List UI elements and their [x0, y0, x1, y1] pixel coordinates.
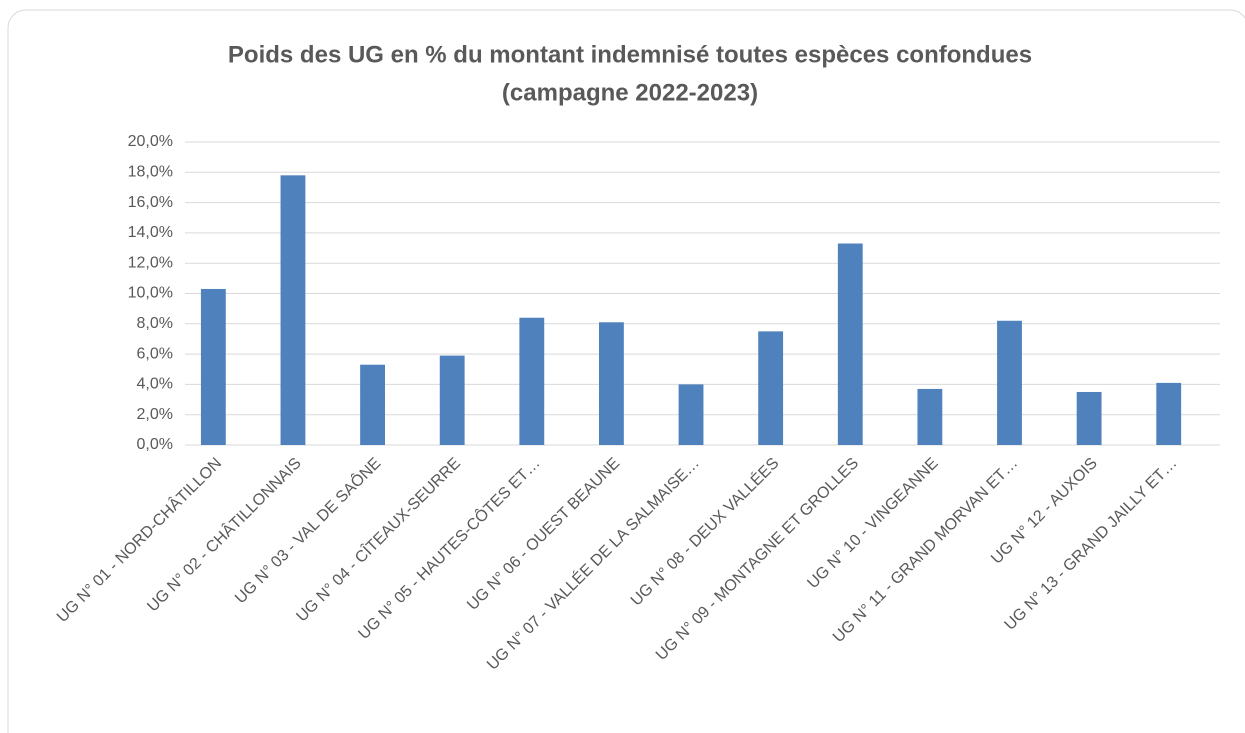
bar: [837, 243, 863, 445]
y-tick-label: 18,0%: [128, 164, 173, 181]
y-tick-label: 2,0%: [137, 406, 173, 423]
bar: [280, 175, 306, 445]
y-tick-label: 14,0%: [128, 224, 173, 241]
bar: [439, 355, 465, 445]
chart-title: (campagne 2022-2023): [502, 79, 758, 106]
y-tick-label: 12,0%: [128, 254, 173, 271]
bar: [997, 320, 1022, 445]
bar: [678, 384, 704, 445]
bar: [1156, 382, 1182, 445]
chart-frame: [7, 9, 1245, 733]
y-tick-label: 16,0%: [128, 194, 173, 211]
y-tick-label: 10,0%: [128, 285, 173, 302]
bar: [1076, 391, 1102, 445]
bar: [758, 331, 784, 445]
bar: [519, 317, 545, 445]
bar: [599, 322, 624, 445]
y-tick-label: 6,0%: [137, 345, 173, 362]
y-tick-label: 8,0%: [137, 315, 173, 332]
y-tick-label: 4,0%: [137, 376, 173, 393]
y-tick-label: 0,0%: [137, 436, 173, 453]
bar: [200, 288, 226, 445]
y-tick-label: 20,0%: [128, 133, 173, 150]
bar: [917, 388, 943, 445]
chart-title: Poids des UG en % du montant indemnisé t…: [228, 41, 1032, 68]
bar: [360, 364, 385, 445]
